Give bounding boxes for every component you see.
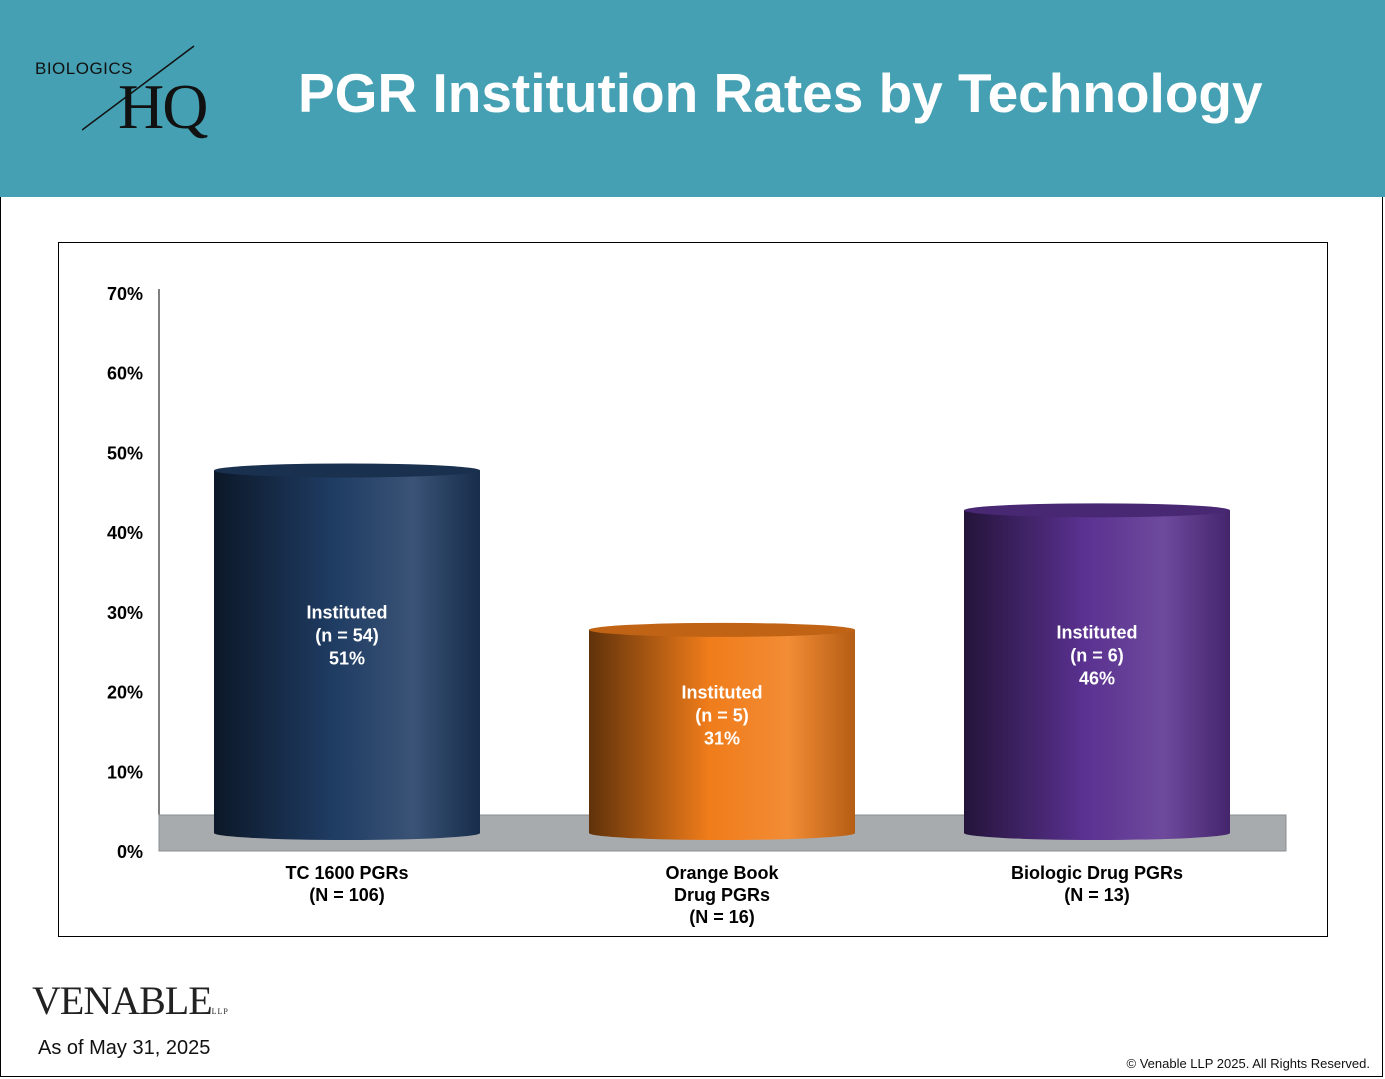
bar-cylinder bbox=[589, 629, 855, 840]
as-of-date: As of May 31, 2025 bbox=[38, 1037, 211, 1059]
bar-data-label: Instituted bbox=[1057, 623, 1138, 643]
x-category-label: (N = 13) bbox=[1064, 885, 1130, 905]
bar-top bbox=[964, 503, 1230, 518]
bar-data-label: 31% bbox=[704, 728, 740, 748]
venable-name: VENABLE bbox=[32, 978, 213, 1023]
x-category-label: (N = 106) bbox=[309, 885, 385, 905]
y-tick-label: 70% bbox=[107, 284, 143, 304]
page-title: PGR Institution Rates by Technology bbox=[298, 62, 1263, 124]
bar-data-label: (n = 54) bbox=[315, 626, 379, 646]
copyright-notice: © Venable LLP 2025. All Rights Reserved. bbox=[1126, 1056, 1371, 1071]
bar-chart: 0% 10% 20% 30% 40% 50% 60% 70% Instituted (n = 54… bbox=[107, 284, 1287, 927]
logo-slash-icon bbox=[82, 45, 195, 131]
y-tick-label: 30% bbox=[107, 603, 143, 623]
venable-llp: LLP bbox=[211, 1007, 229, 1016]
x-category-label: (N = 16) bbox=[689, 907, 755, 927]
bar-top bbox=[214, 463, 480, 478]
chart-container: 0% 10% 20% 30% 40% 50% 60% 70% Instituted (n = 54… bbox=[58, 242, 1328, 937]
bar-data-label: (n = 5) bbox=[695, 705, 749, 725]
bar-data-label: Instituted bbox=[682, 682, 763, 702]
bar-data-label: 51% bbox=[329, 649, 365, 669]
bar-data-label: Instituted bbox=[307, 603, 388, 623]
bar-data-label: 46% bbox=[1079, 669, 1115, 689]
y-tick-label: 20% bbox=[107, 683, 143, 703]
y-tick-label: 60% bbox=[107, 364, 143, 384]
logo-biologics-text: BIOLOGICS bbox=[35, 59, 134, 78]
y-tick-label: 0% bbox=[117, 842, 143, 862]
x-category-label: TC 1600 PGRs bbox=[285, 863, 408, 883]
y-tick-label: 50% bbox=[107, 443, 143, 463]
x-category-label: Biologic Drug PGRs bbox=[1011, 863, 1183, 883]
logo-hq-text: HQ bbox=[118, 71, 208, 142]
x-category-label: Drug PGRs bbox=[674, 885, 770, 905]
y-tick-label: 10% bbox=[107, 762, 143, 782]
header-banner: BIOLOGICS HQ PGR Institution Rates by Te… bbox=[0, 0, 1385, 197]
x-category-label: Orange Book bbox=[665, 863, 779, 883]
y-tick-label: 40% bbox=[107, 523, 143, 543]
bar-cylinder bbox=[214, 470, 480, 840]
bar-data-label: (n = 6) bbox=[1070, 646, 1124, 666]
venable-logo: VENABLELLP bbox=[32, 977, 229, 1024]
bar-top bbox=[589, 622, 855, 637]
bar-cylinder bbox=[964, 510, 1230, 840]
